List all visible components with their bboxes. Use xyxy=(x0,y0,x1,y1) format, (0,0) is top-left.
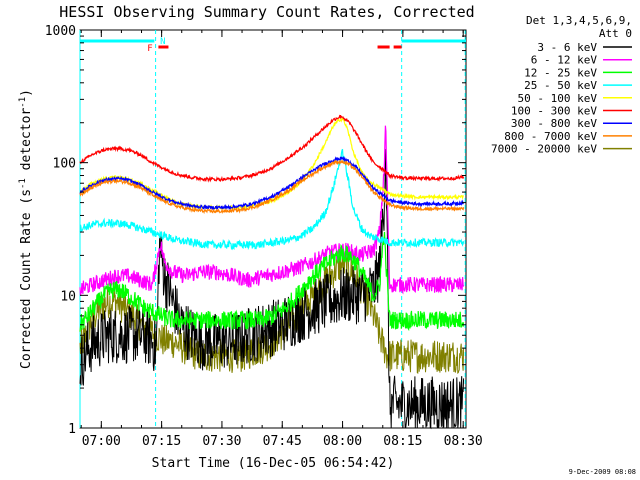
axis-ticks: 07:00 07:15 07:30 07:45 08:00 08:15 08:30 1 10 10… xyxy=(45,24,483,449)
series-line-8 xyxy=(79,159,465,215)
y-axis-label-sup2: -1 xyxy=(18,97,28,108)
legend-label: 3 - 6 keV xyxy=(537,41,597,54)
y-tick-label: 1 xyxy=(68,422,76,437)
y-axis-label: Corrected Count Rate (s-1 detector-1) xyxy=(18,89,34,369)
y-axis-label-suffix: ) xyxy=(19,89,34,97)
legend-label: 25 - 50 keV xyxy=(524,79,597,92)
series-line-4 xyxy=(79,148,465,251)
legend-label: 7000 - 20000 keV xyxy=(491,143,597,156)
legend-label: 6 - 12 keV xyxy=(531,54,598,67)
series-line-6 xyxy=(79,114,465,183)
legend-label: 12 - 25 keV xyxy=(524,66,597,79)
legend-label: 50 - 100 keV xyxy=(518,92,598,105)
annotation-f: F xyxy=(147,44,152,54)
x-axis-label: Start Time (16-Dec-05 06:54:42) xyxy=(152,456,395,471)
y-tick-label: 100 xyxy=(53,157,76,172)
x-tick-label: 07:30 xyxy=(202,434,241,449)
footer-timestamp: 9-Dec-2009 08:08 xyxy=(569,468,636,476)
series-layer xyxy=(79,114,465,430)
legend-label: 100 - 300 keV xyxy=(511,105,597,118)
chart-title: HESSI Observing Summary Count Rates, Cor… xyxy=(59,3,474,21)
y-axis-label-sup1: -1 xyxy=(18,178,28,189)
x-tick-label: 08:15 xyxy=(383,434,422,449)
legend-label: 300 - 800 keV xyxy=(511,117,597,130)
x-tick-label: 07:15 xyxy=(142,434,181,449)
legend-title-line2: Att 0 xyxy=(599,27,632,40)
y-axis-label-mid: detector xyxy=(19,108,34,179)
x-tick-label: 08:30 xyxy=(444,434,483,449)
legend-title-line1: Det 1,3,4,5,6,9, xyxy=(526,14,632,27)
x-tick-label: 07:45 xyxy=(263,434,302,449)
series-line-7 xyxy=(79,156,464,211)
legend-label: 800 - 7000 keV xyxy=(504,130,597,143)
series-line-2 xyxy=(79,125,465,296)
y-tick-label: 10 xyxy=(60,289,76,304)
x-tick-label: 08:00 xyxy=(323,434,362,449)
y-tick-label: 1000 xyxy=(45,24,76,39)
x-tick-label: 07:00 xyxy=(82,434,121,449)
annotation-n: N xyxy=(160,37,165,47)
series-line-3 xyxy=(79,231,465,332)
y-axis-label-prefix: Corrected Count Rate (s xyxy=(19,189,34,369)
